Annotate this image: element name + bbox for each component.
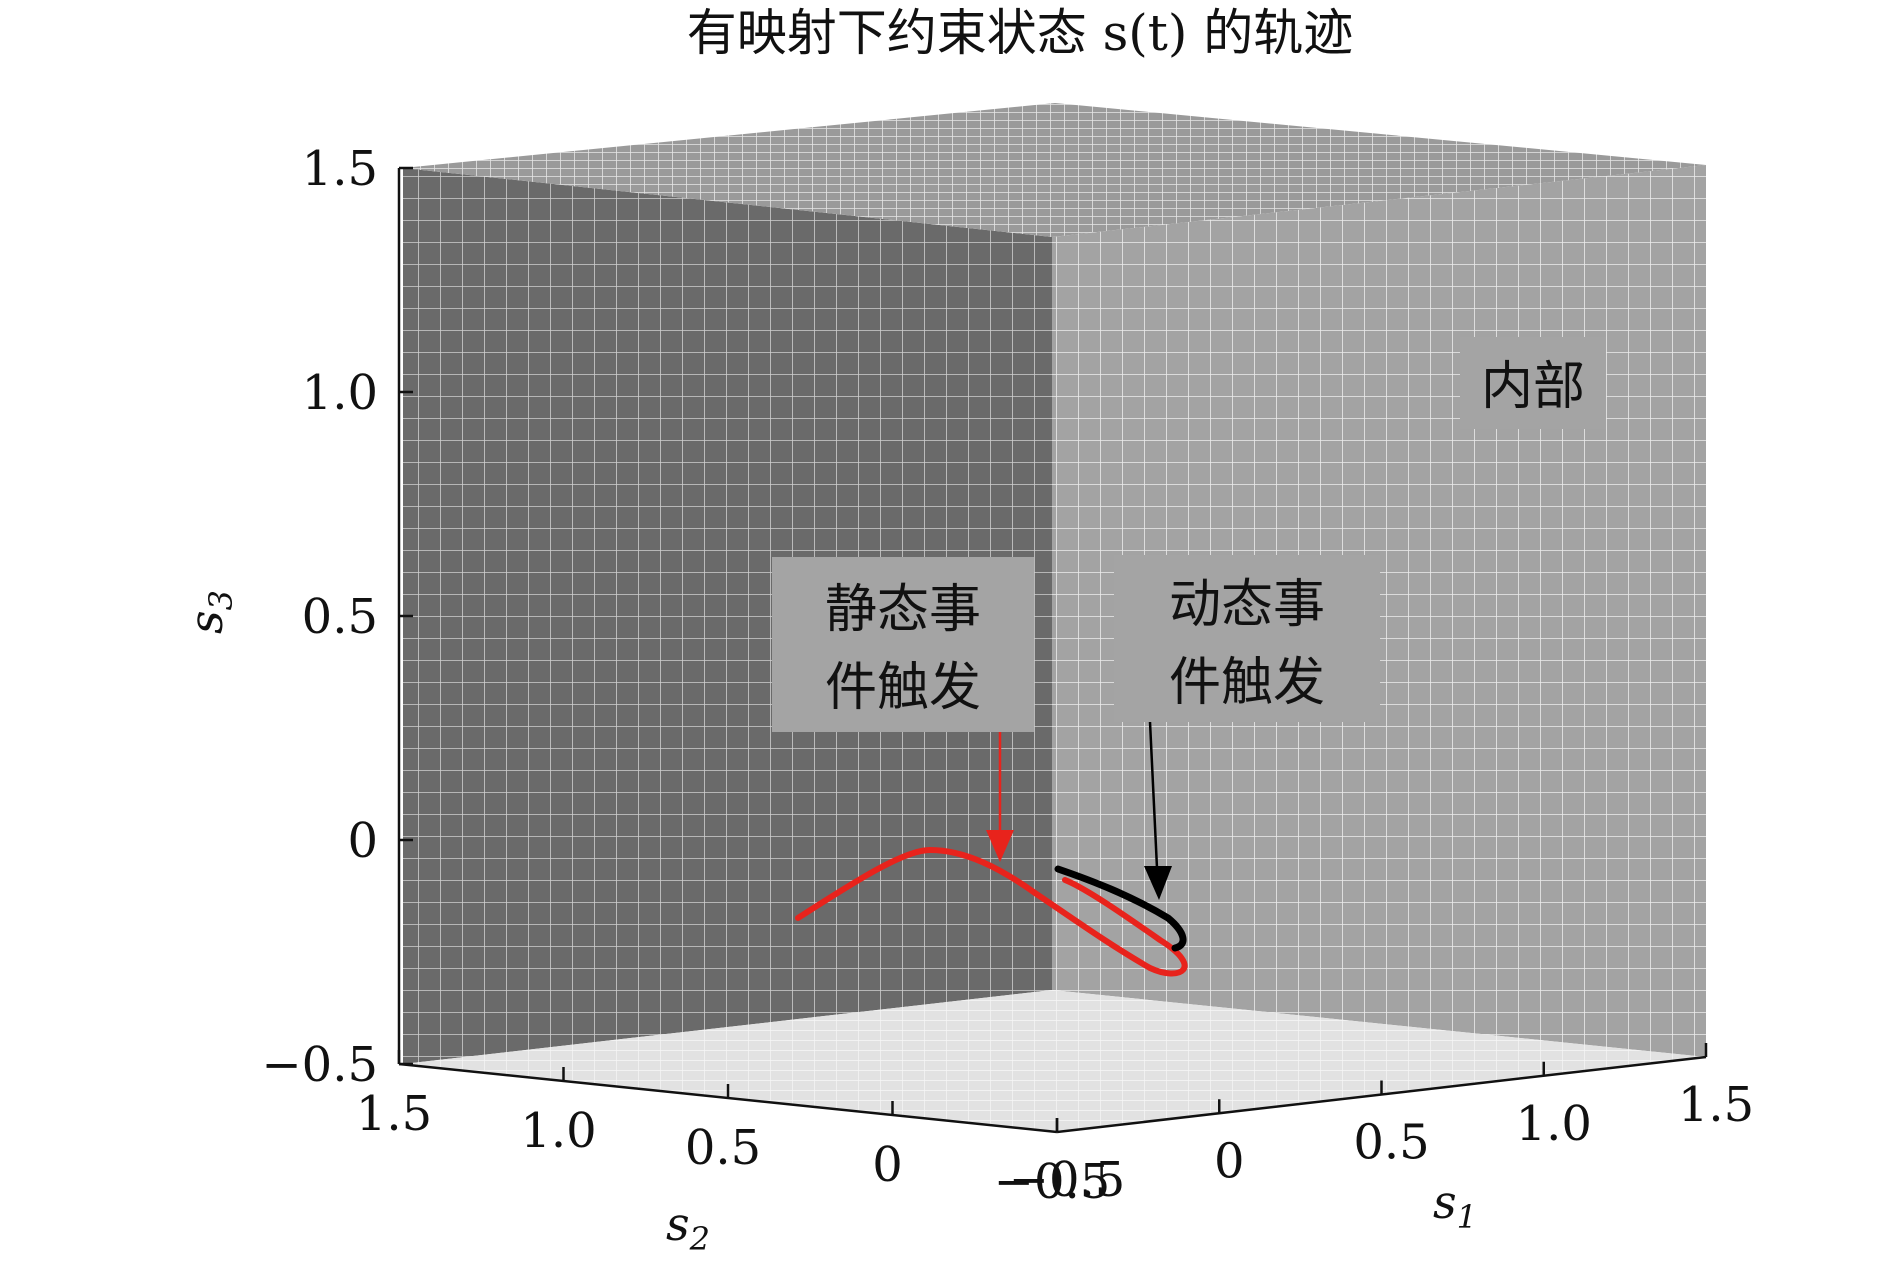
y-axis-label-sub: 2 — [689, 1220, 710, 1258]
z-tick-label: 1.5 — [302, 141, 378, 197]
series-dynamic-trajectory — [1054, 865, 1187, 952]
annotation-dynamic-line1: 动态事 — [1169, 575, 1325, 635]
annotation-dynamic: 动态事 件触发 — [1114, 555, 1380, 900]
annotation-dynamic-arrow — [1148, 721, 1159, 869]
x-tick-label: 1.0 — [1516, 1096, 1592, 1152]
series-static-trajectory — [795, 846, 1188, 977]
cube-walls — [403, 103, 1706, 1132]
z-ticks: 1.5 1.0 0.5 0 −0.5 — [261, 141, 413, 1093]
x-axis-label: s1 — [1433, 1175, 1477, 1236]
x-ticks: −0.5 0 0.5 1.0 1.5 — [1009, 1043, 1754, 1208]
z-axis-label: s3 — [179, 590, 240, 634]
x-tick-label: 1.5 — [1678, 1077, 1754, 1133]
x-tick-label: 0 — [1214, 1133, 1245, 1189]
back-wall-left — [403, 168, 1052, 1064]
y-axis-label: s2 — [666, 1197, 710, 1258]
x-axis-label-sub: 1 — [1457, 1198, 1477, 1236]
annotation-static-box — [772, 557, 1034, 732]
y-tick-label: 0.5 — [685, 1120, 761, 1176]
y-ticks: 1.5 1.0 0.5 0 −0.5 — [356, 1050, 1110, 1210]
annotation-dynamic-arrowhead — [1144, 866, 1172, 900]
annotation-static-line2: 件触发 — [825, 658, 981, 718]
y-axis-label-base: s — [666, 1197, 690, 1251]
annotation-interior-box — [1460, 337, 1606, 429]
annotation-interior-text: 内部 — [1481, 357, 1585, 417]
y-tick-label: −0.5 — [994, 1154, 1111, 1210]
x-axis-label-base: s — [1433, 1175, 1457, 1229]
y-tick-label: 1.5 — [356, 1086, 432, 1142]
annotation-dynamic-box — [1114, 555, 1380, 722]
z-tick-label: −0.5 — [261, 1037, 378, 1093]
top-face — [403, 103, 1706, 237]
annotation-dynamic-line2: 件触发 — [1169, 653, 1325, 713]
chart-title: 有映射下约束状态 s(t) 的轨迹 — [687, 4, 1354, 62]
x-tick-label: −0.5 — [1009, 1152, 1126, 1208]
annotation-interior: 内部 — [1460, 337, 1606, 429]
y-tick-label: 1.0 — [520, 1103, 596, 1159]
z-tick-label: 1.0 — [302, 365, 378, 421]
annotation-static-line1: 静态事 — [825, 580, 981, 640]
annotation-static-arrowhead — [986, 830, 1014, 862]
x-tick-label: 0.5 — [1353, 1115, 1429, 1171]
z-tick-label: 0.5 — [302, 589, 378, 645]
annotation-static: 静态事 件触发 — [772, 557, 1034, 862]
y-tick-label: 0 — [872, 1137, 903, 1193]
z-axis-label-base: s — [179, 610, 233, 634]
z-axis-label-sub: 3 — [202, 590, 240, 610]
z-tick-label: 0 — [347, 813, 378, 869]
